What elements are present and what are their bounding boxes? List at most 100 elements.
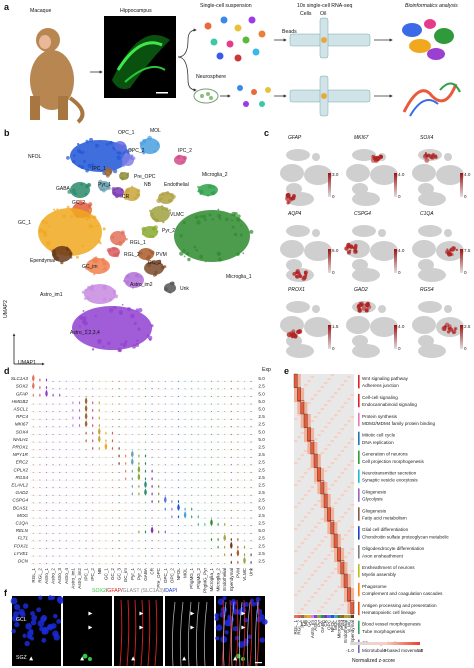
violin xyxy=(158,471,160,473)
heatmap-cell xyxy=(300,424,305,427)
heatmap-column-label: RGL_1 xyxy=(293,620,298,635)
heatmap-cell xyxy=(334,548,338,551)
heatmap-cell xyxy=(334,542,338,545)
heatmap-cell xyxy=(314,460,318,463)
violin xyxy=(32,393,34,397)
heatmap-cell xyxy=(330,534,335,537)
violin xyxy=(32,479,34,481)
heatmap-cell xyxy=(334,536,338,539)
violin xyxy=(111,494,114,496)
violin xyxy=(52,433,54,435)
colorbar-max: 7.5 xyxy=(464,248,471,253)
colorbar-max: 4.0 xyxy=(398,324,405,329)
heatmap-cell xyxy=(320,488,325,491)
heatmap-block xyxy=(310,440,315,455)
column-color xyxy=(297,615,301,618)
heatmap-cell xyxy=(327,518,331,521)
heatmap-cell xyxy=(320,494,325,497)
heatmap-cell xyxy=(347,530,351,533)
heatmap-cell xyxy=(317,468,321,471)
violin xyxy=(177,388,180,390)
heatmap-cell xyxy=(340,564,345,567)
violin xyxy=(85,431,87,435)
violin xyxy=(210,494,213,496)
heatmap-cell xyxy=(294,388,298,391)
violin xyxy=(164,388,166,390)
heatmap-cell xyxy=(310,434,315,437)
violin xyxy=(158,499,160,504)
violin xyxy=(105,431,107,435)
violin xyxy=(39,441,41,443)
violin xyxy=(32,449,34,450)
violin xyxy=(138,492,140,496)
heatmap-cell xyxy=(320,584,325,587)
micrograph-merge xyxy=(214,596,268,667)
violin xyxy=(210,502,213,504)
violin xyxy=(204,395,206,397)
violin xyxy=(158,395,160,397)
heatmap-cell xyxy=(297,382,301,385)
violin xyxy=(250,532,252,534)
violin xyxy=(237,509,239,511)
violin xyxy=(197,426,199,428)
heatmap-cell xyxy=(350,588,355,591)
heatmap-cell xyxy=(304,412,308,415)
violin xyxy=(92,400,94,405)
violin xyxy=(138,530,140,534)
violin xyxy=(224,441,226,443)
colorbar-min: 0 xyxy=(398,346,401,351)
heatmap-cell xyxy=(297,380,301,383)
heatmap-cell xyxy=(310,430,315,433)
neurosphere-dish xyxy=(193,88,219,104)
heatmap-block xyxy=(300,400,305,415)
heatmap-cell xyxy=(340,562,345,565)
violin xyxy=(125,433,127,435)
heatmap-cell xyxy=(304,560,308,563)
violin xyxy=(72,563,74,564)
heatmap-cell xyxy=(317,610,321,613)
sgz-label: SGZ xyxy=(16,655,27,661)
violin-gene-label: DCN xyxy=(18,559,29,564)
violin xyxy=(72,464,74,466)
violin xyxy=(52,449,54,450)
violin xyxy=(52,441,54,443)
violin xyxy=(177,479,180,481)
violin xyxy=(210,471,213,473)
violin xyxy=(164,495,167,504)
violin xyxy=(85,525,87,526)
violin-celltype-label: GC_1 xyxy=(103,568,108,580)
violin xyxy=(151,441,153,443)
heatmap-cell xyxy=(314,472,318,475)
heatmap-cell xyxy=(334,558,338,561)
violin xyxy=(52,403,54,405)
heatmap-cell xyxy=(317,390,321,393)
feature-plot-rgs4: RGS4 2.5 0 xyxy=(404,288,471,364)
violin xyxy=(250,464,252,466)
violin xyxy=(65,525,67,526)
heatmap-cell xyxy=(340,554,345,557)
heatmap-cell xyxy=(344,568,348,571)
heatmap-cell xyxy=(350,598,355,601)
violin xyxy=(230,509,232,511)
heatmap-cell xyxy=(337,536,341,539)
violin xyxy=(39,471,41,473)
violin xyxy=(78,547,81,549)
heatmap-cell xyxy=(314,442,318,445)
violin xyxy=(243,395,246,397)
violin xyxy=(158,484,160,488)
violin xyxy=(171,487,173,488)
heatmap-cell xyxy=(327,520,331,523)
heatmap-cell xyxy=(297,406,301,409)
violin-gene-label: NPY1R xyxy=(13,452,29,457)
heatmap-cell xyxy=(320,498,325,501)
violin xyxy=(171,418,173,420)
heatmap-cell xyxy=(347,464,351,467)
violin xyxy=(125,454,127,458)
cluster-opc-1 xyxy=(114,141,128,153)
violin xyxy=(85,502,87,504)
violin xyxy=(224,411,226,412)
violin xyxy=(111,426,114,428)
violin-celltype-label: MOL xyxy=(183,568,188,578)
violin xyxy=(144,388,147,390)
